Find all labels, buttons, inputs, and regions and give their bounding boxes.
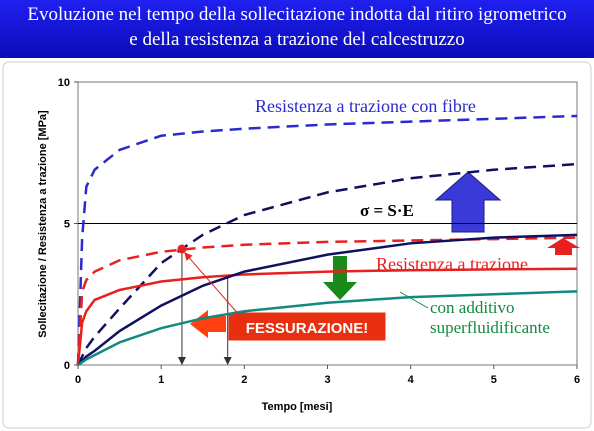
chart-title: Evoluzione nel tempo della sollecitazion… — [27, 4, 566, 25]
annotation: Resistenza a trazione con fibre — [255, 96, 476, 116]
annotation: con additivo — [430, 298, 515, 317]
y-tick-label: 10 — [58, 77, 70, 89]
series-line — [77, 290, 578, 367]
crack-point — [177, 244, 187, 254]
series-line — [76, 236, 578, 366]
chart-subtitle: e della resistenza a trazione del calces… — [129, 29, 464, 50]
annotation: σ = S·E — [360, 201, 414, 220]
crack-pointer — [184, 252, 241, 317]
x-axis-label: Tempo [mesi] — [262, 401, 333, 413]
annotation: Resistenza a trazione — [376, 254, 528, 274]
green-pointer — [399, 291, 429, 309]
chart-frame — [2, 61, 592, 429]
x-tick-label: 3 — [324, 374, 330, 386]
up-arrow-red — [547, 238, 580, 255]
up-arrow-blue — [434, 171, 502, 233]
annotation: superfluidificante — [430, 318, 550, 337]
x-tick-label: 5 — [491, 374, 497, 386]
series-line — [76, 114, 578, 366]
x-tick-label: 0 — [75, 374, 81, 386]
x-tick-label: 6 — [574, 374, 580, 386]
series-line — [76, 267, 578, 366]
y-tick-label: 0 — [64, 360, 70, 372]
x-tick-label: 1 — [158, 374, 164, 386]
x-tick-label: 2 — [241, 374, 247, 386]
down-arrow-green — [323, 256, 357, 300]
series-line — [77, 233, 578, 366]
annotation: FESSURAZIONE! — [246, 320, 369, 337]
title-bar — [0, 0, 594, 58]
y-tick-label: 5 — [64, 219, 70, 231]
x-tick-label: 4 — [408, 374, 415, 386]
y-axis-label: Sollecitazione / Resistenza a trazione [… — [37, 110, 49, 338]
